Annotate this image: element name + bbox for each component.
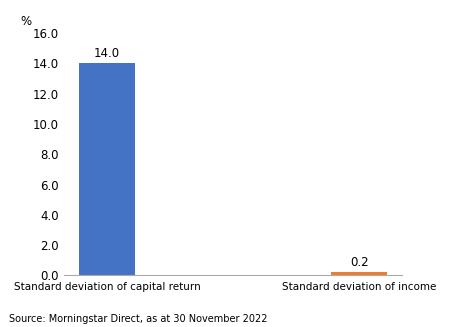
Bar [79, 63, 135, 275]
Text: 14.0: 14.0 [94, 47, 120, 60]
Text: %: % [20, 15, 31, 28]
Text: 0.2: 0.2 [350, 256, 369, 269]
Bar [331, 272, 387, 275]
Text: Source: Morningstar Direct, as at 30 November 2022: Source: Morningstar Direct, as at 30 Nov… [9, 314, 267, 324]
